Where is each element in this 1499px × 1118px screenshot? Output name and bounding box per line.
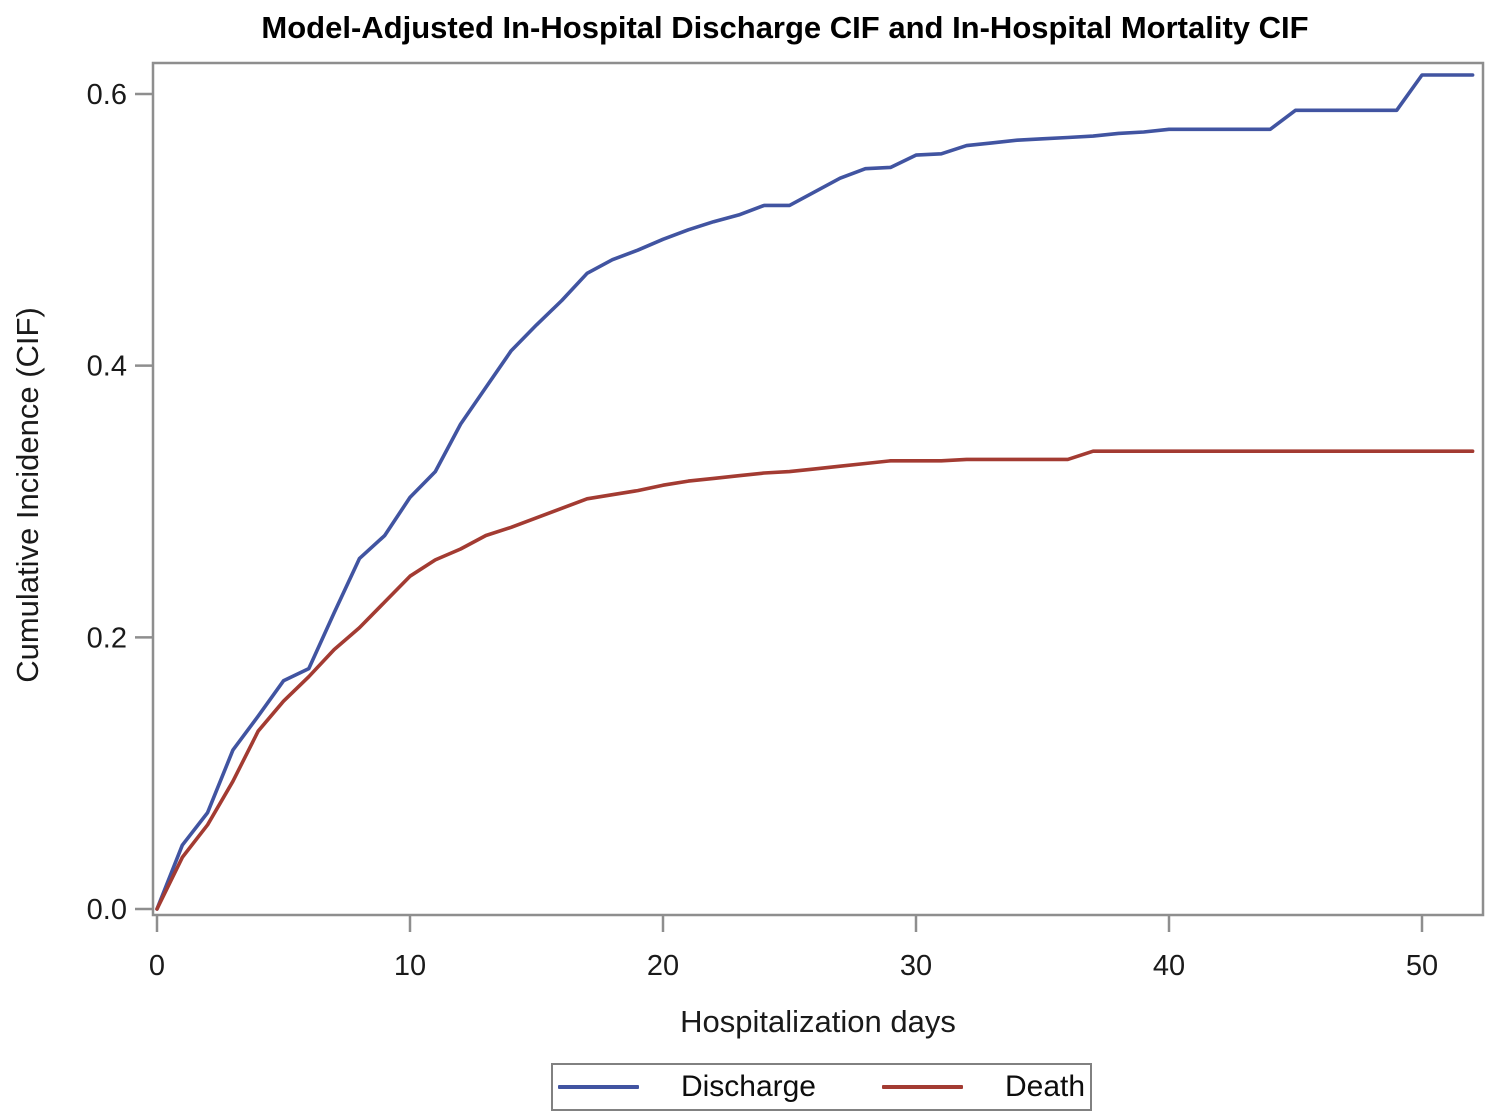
- death-line-swatch: [882, 1085, 963, 1089]
- series-line-discharge: [155, 73, 1475, 911]
- x-tick-label: 30: [900, 950, 932, 982]
- x-tick-label: 0: [149, 950, 165, 982]
- chart-title: Model-Adjusted In-Hospital Discharge CIF…: [261, 10, 1309, 45]
- x-tick-label: 20: [647, 950, 679, 982]
- x-tick-label: 50: [1406, 950, 1438, 982]
- legend-item-death: Death: [882, 1070, 1085, 1104]
- series-line-death: [155, 449, 1475, 911]
- y-tick-label: 0.0: [87, 894, 127, 926]
- x-axis-title: Hospitalization days: [680, 1004, 956, 1039]
- y-tick-label: 0.2: [87, 622, 127, 654]
- legend: Discharge Death: [551, 1063, 1092, 1111]
- legend-label-discharge: Discharge: [680, 1070, 816, 1103]
- y-tick-label: 0.6: [87, 79, 127, 111]
- x-tick-label: 10: [394, 950, 426, 982]
- legend-label-death: Death: [1005, 1070, 1086, 1103]
- discharge-line-swatch: [557, 1085, 639, 1089]
- plot-frame: [151, 61, 1485, 917]
- x-tick-label: 40: [1153, 950, 1185, 982]
- legend-item-discharge: Discharge: [557, 1070, 816, 1104]
- y-tick-label: 0.4: [87, 351, 127, 383]
- y-axis-title: Cumulative Incidence (CIF): [10, 307, 45, 683]
